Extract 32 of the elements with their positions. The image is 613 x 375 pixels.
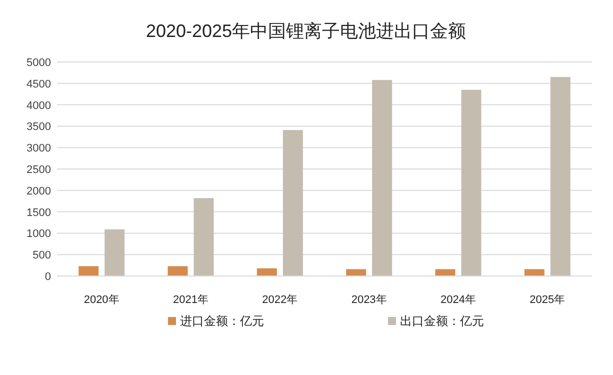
bar xyxy=(256,268,277,276)
bar xyxy=(346,269,366,276)
y-tick-label: 1500 xyxy=(26,206,51,219)
x-tick-label: 2023年 xyxy=(351,294,387,306)
bar xyxy=(524,269,544,276)
x-tick-label: 2020年 xyxy=(84,294,120,306)
y-tick-label: 500 xyxy=(32,250,51,262)
y-tick-label: 0 xyxy=(44,271,51,283)
bar xyxy=(78,266,99,276)
y-tick-label: 2000 xyxy=(26,185,51,198)
chart-title: 2020-2025年中国锂离子电池进出口金额 xyxy=(146,21,466,41)
y-tick-label: 4500 xyxy=(26,78,51,90)
x-tick-label: 2024年 xyxy=(440,294,476,306)
x-tick-label: 2022年 xyxy=(262,294,298,306)
bar xyxy=(194,198,214,276)
y-tick-label: 3500 xyxy=(26,121,51,134)
bar xyxy=(104,229,125,276)
bar xyxy=(372,80,392,276)
bar xyxy=(461,90,482,276)
x-tick-label: 2021年 xyxy=(173,294,208,306)
y-tick-label: 2500 xyxy=(26,164,51,176)
y-tick-label: 4000 xyxy=(26,100,51,112)
y-tick-label: 5000 xyxy=(26,57,51,69)
legend-label: 出口金额：亿元 xyxy=(400,314,484,328)
y-tick-label: 1000 xyxy=(26,228,51,240)
legend-label: 进口金额：亿元 xyxy=(180,314,264,328)
bar xyxy=(282,130,303,276)
x-tick-label: 2025年 xyxy=(530,294,566,306)
bar xyxy=(550,76,570,276)
y-tick-label: 3000 xyxy=(26,142,51,155)
bar xyxy=(168,266,188,276)
bar xyxy=(435,269,456,276)
